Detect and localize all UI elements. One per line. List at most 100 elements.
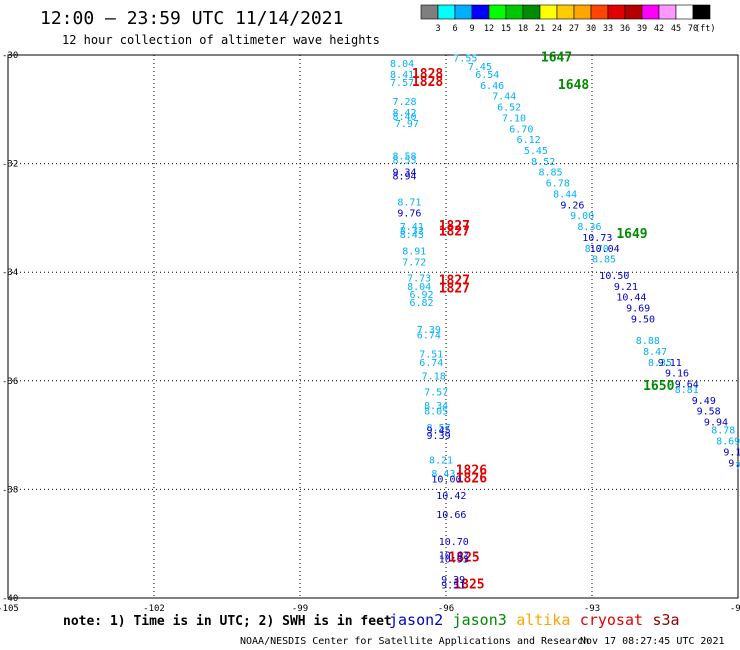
scale-swatch <box>437 4 456 20</box>
swh-label: 8.70 <box>585 244 609 255</box>
footer-credit: NOAA/NESDIS Center for Satellite Applica… <box>240 636 589 647</box>
scale-label: 27 <box>569 24 579 34</box>
swh-label: 10.42 <box>436 491 466 502</box>
scale-label: 9 <box>469 24 474 34</box>
swh-label: 6.70 <box>509 124 533 135</box>
swh-label: 8.43 <box>400 230 424 241</box>
swh-label: 6.46 <box>480 81 504 92</box>
swh-label: 8.85 <box>538 168 562 179</box>
swh-label: 7.10 <box>502 113 526 124</box>
swh-label: 9.21 <box>614 282 638 293</box>
x-tick-label: -99 <box>292 604 308 614</box>
swh-label: 7.45 <box>468 62 492 73</box>
scale-label: 18 <box>518 24 528 34</box>
swh-label: 8.21 <box>429 456 453 467</box>
scale-label: 39 <box>637 24 647 34</box>
swh-label: 7.18 <box>422 371 446 382</box>
swh-label: 8.88 <box>636 336 660 347</box>
legend-entry: altika <box>516 611 570 629</box>
swh-label: 7.41 <box>400 222 424 233</box>
scale-label: 24 <box>552 24 562 34</box>
scale-swatch <box>675 4 694 20</box>
scale-label: 21 <box>535 24 545 34</box>
scale-label: 33 <box>603 24 613 34</box>
swh-label: 8.41 <box>390 70 414 81</box>
swh-label: 8.32 <box>400 226 424 237</box>
swh-label: 7.57 <box>424 388 448 399</box>
swh-label: 6.54 <box>475 70 499 81</box>
y-tick-label: -38 <box>2 485 18 495</box>
swh-label: 9.51 <box>441 580 465 591</box>
footer-timestamp: Nov 17 08:27:45 UTC 2021 <box>580 636 725 647</box>
chart-title: 12:00 – 23:59 UTC 11/14/2021 <box>40 8 343 29</box>
scale-swatch <box>590 4 609 20</box>
swh-label: 9.69 <box>626 303 650 314</box>
color-scale: 3 6 9 12 15 18 21 24 27 30 33 36 39 42 45 70(ft) <box>420 4 715 34</box>
scale-label: 6 <box>452 24 457 34</box>
swh-label: 10.66 <box>436 510 466 521</box>
swh-label: 8.47 <box>643 347 667 358</box>
swh-label: 7.28 <box>392 97 416 108</box>
swh-label: 9.76 <box>397 208 421 219</box>
legend-entry: s3a <box>653 611 680 629</box>
scale-swatch <box>658 4 677 20</box>
swh-label: 7.57 <box>390 78 414 89</box>
pass-label: 1827 <box>439 219 470 234</box>
scale-swatch <box>573 4 592 20</box>
y-tick-label: -32 <box>2 160 18 170</box>
scale-label: 12 <box>484 24 494 34</box>
scale-swatch <box>556 4 575 20</box>
swh-label: 8.53 <box>392 155 416 166</box>
satellite-legend: jason2 jason3 altika cryosat s3a <box>389 611 680 629</box>
pass-label: 1826 <box>456 472 487 487</box>
swh-label: 8.40 <box>392 112 416 123</box>
scale-swatch <box>471 4 490 20</box>
swh-label: 8.71 <box>397 198 421 209</box>
swh-label: 9.00 <box>570 211 594 222</box>
swh-label: 7.55 <box>453 54 477 65</box>
scale-label: 3 <box>435 24 440 34</box>
swh-label: 9.58 <box>697 407 721 418</box>
pass-label: 1650 <box>643 379 674 394</box>
data-labels: 1647164816491650182818281827182718271827… <box>390 51 740 593</box>
scale-label: 30 <box>586 24 596 34</box>
swh-label: 8.44 <box>553 189 577 200</box>
pass-label: 1828 <box>412 75 443 90</box>
swh-label: 8.78 <box>711 426 735 437</box>
y-tick-label: -34 <box>2 268 18 278</box>
swh-label: 10.33 <box>439 554 469 565</box>
swh-label: 6.74 <box>417 331 441 342</box>
scale-swatch <box>624 4 643 20</box>
legend-entry: cryosat <box>580 611 643 629</box>
scale-swatch <box>539 4 558 20</box>
swh-label: 6.52 <box>497 103 521 114</box>
swh-label: 7.39 <box>417 325 441 336</box>
axis-tick-labels: -105 -102 -99 -96 -93 -90 -30 -32 -34 -36 -38 -40 <box>0 51 740 614</box>
swh-label: 10.44 <box>616 293 646 304</box>
x-tick-label: -90 <box>730 604 740 614</box>
swh-label: 8.81 <box>675 385 699 396</box>
swh-label: 8.69 <box>716 437 740 448</box>
swh-label: 6.78 <box>546 179 570 190</box>
scale-swatch <box>488 4 507 20</box>
swh-label: 7.73 <box>736 461 740 472</box>
scale-swatch <box>641 4 660 20</box>
swh-label: 9.64 <box>675 380 699 391</box>
pass-label: 1647 <box>541 51 572 66</box>
pass-label: 1828 <box>412 67 443 82</box>
swh-label: 7.44 <box>492 92 516 103</box>
swh-label: 10.42 <box>439 551 469 562</box>
y-tick-label: -40 <box>2 594 18 604</box>
pass-label: 1827 <box>439 273 470 288</box>
swh-label: 8.57 <box>427 423 451 434</box>
swh-label: 8.04 <box>390 59 414 70</box>
swh-label: 5.45 <box>524 146 548 157</box>
grid-lines <box>7 54 739 599</box>
swh-label: 10.70 <box>439 537 469 548</box>
swh-label: 10.04 <box>590 244 620 255</box>
x-tick-label: -93 <box>584 604 600 614</box>
swh-label: 10.50 <box>599 271 629 282</box>
pass-label: 1648 <box>558 78 589 93</box>
swh-label: 9.16 <box>665 369 689 380</box>
x-tick-label: -105 <box>0 604 19 614</box>
